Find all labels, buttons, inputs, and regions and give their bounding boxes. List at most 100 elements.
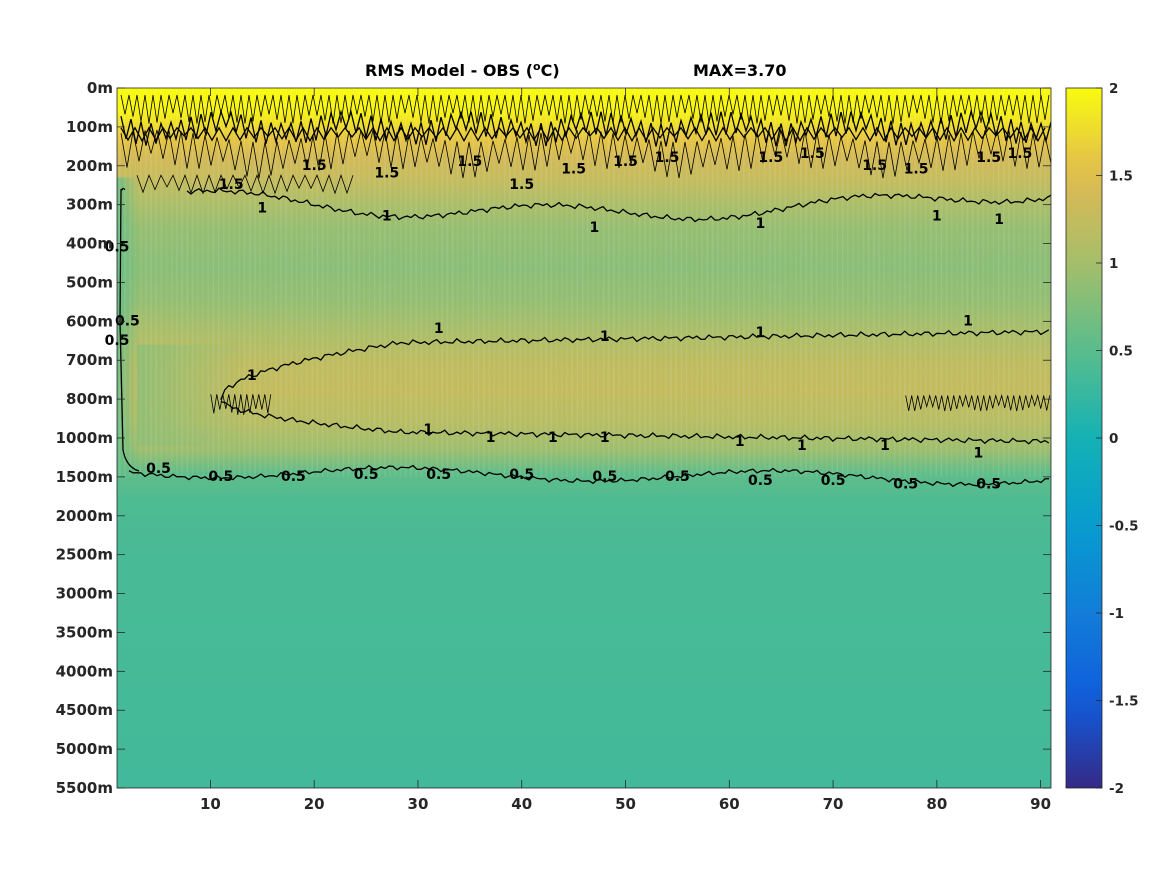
heatmap-streak	[426, 88, 428, 477]
heatmap-streak	[566, 88, 568, 477]
colorbar-tick-label: 0.5	[1109, 344, 1133, 360]
contour-label: 1.5	[613, 154, 638, 170]
contour-label: 0.5	[665, 469, 690, 485]
contour-label: 1	[382, 208, 392, 224]
heatmap-streak	[285, 88, 287, 477]
heatmap-streak	[337, 88, 339, 477]
contour-label: 1	[932, 208, 942, 224]
heatmap-streak	[254, 88, 256, 477]
colorbar-tick-label: -2	[1109, 781, 1124, 797]
contour-label: 0.5	[748, 473, 773, 489]
chart-title-main: RMS Model - OBS (	[365, 61, 533, 80]
y-tick-label: 100m	[66, 118, 113, 136]
heatmap-streak	[857, 88, 859, 477]
heatmap-streak	[587, 88, 589, 477]
contour-label: 1	[994, 212, 1004, 228]
contour-label: 1.5	[457, 154, 482, 170]
heatmap-streak	[509, 88, 511, 477]
contour-label: 0.5	[426, 467, 451, 483]
heatmap-streak	[150, 88, 152, 477]
colorbar-tick-label: -0.5	[1109, 519, 1139, 535]
x-tick-label: 30	[408, 795, 429, 813]
contour-label: 1	[590, 220, 600, 236]
contour-label: 1.5	[655, 150, 680, 166]
plot-area: 1.51.5 1.51.51.51.5 1.5 1.5 1.5 1.51.5 1.51.5 1…	[56, 79, 1052, 813]
x-tick-label: 40	[511, 795, 532, 813]
heatmap-streak	[733, 88, 735, 477]
heatmap-streak	[452, 88, 454, 477]
contour-label: 1.5	[219, 177, 244, 193]
heatmap-streak	[769, 88, 771, 477]
y-tick-label: 500m	[66, 273, 113, 291]
heatmap-streak	[577, 88, 579, 477]
heatmap-streak	[379, 88, 381, 477]
heatmap-streak	[311, 88, 313, 477]
heatmap-streak	[244, 88, 246, 477]
y-tick-label: 4000m	[56, 662, 113, 680]
heatmap-streak	[545, 88, 547, 477]
contour-label: 1	[756, 325, 766, 341]
heatmap-streak	[629, 88, 631, 477]
contour-label: 1	[880, 438, 890, 454]
heatmap-streak	[790, 88, 792, 477]
heatmap-streak	[421, 88, 423, 477]
heatmap-streak	[213, 88, 215, 477]
heatmap-streak	[670, 88, 672, 477]
heatmap-streak	[883, 88, 885, 477]
heatmap-streak	[623, 88, 625, 477]
heatmap-streak	[764, 88, 766, 477]
contour-label: 1	[797, 438, 807, 454]
heatmap-streak	[332, 88, 334, 477]
heatmap-streak	[155, 88, 157, 477]
heatmap-streak	[738, 88, 740, 477]
heatmap-streak	[447, 88, 449, 477]
contour-label: 0.5	[821, 473, 846, 489]
heatmap-streak	[608, 88, 610, 477]
y-tick-label: 3000m	[56, 585, 113, 603]
heatmap-streak	[691, 88, 693, 477]
y-tick-label: 400m	[66, 235, 113, 253]
heatmap-streak	[389, 88, 391, 477]
contour-label: 1	[600, 430, 610, 446]
y-tick-label: 4500m	[56, 701, 113, 719]
y-tick-label: 1000m	[56, 429, 113, 447]
heatmap-streak	[488, 88, 490, 477]
y-tick-label: 1500m	[56, 468, 113, 486]
heatmap-streak	[748, 88, 750, 477]
x-tick-label: 60	[719, 795, 740, 813]
colorbar-tick-label: -1.5	[1109, 694, 1139, 710]
contour-label: 0.5	[893, 477, 918, 493]
colorbar-tick-label: 0	[1109, 431, 1118, 447]
x-tick-label: 50	[615, 795, 636, 813]
contour-label: 1	[423, 422, 433, 438]
colorbar-tick-label: -1	[1109, 606, 1124, 622]
heatmap-streak	[478, 88, 480, 477]
x-tick-label: 90	[1030, 795, 1051, 813]
heatmap-streak	[873, 88, 875, 477]
heatmap-streak	[998, 88, 1000, 477]
heatmap-streak	[717, 88, 719, 477]
heatmap-streak	[405, 88, 407, 477]
heatmap-streak	[613, 88, 615, 477]
heatmap-streak	[348, 88, 350, 477]
heatmap-streak	[207, 88, 209, 477]
heatmap-streak	[909, 88, 911, 477]
y-tick-label: 800m	[66, 390, 113, 408]
heatmap-streak	[961, 88, 963, 477]
heatmap-streak	[977, 88, 979, 477]
colorbar-tick-label: 2	[1109, 81, 1118, 97]
heatmap-streak	[644, 88, 646, 477]
heatmap-streak	[837, 88, 839, 477]
heatmap-streak	[374, 88, 376, 477]
heatmap-streak	[249, 88, 251, 477]
heatmap-streak	[504, 88, 506, 477]
contour-label: 1.5	[758, 150, 783, 166]
heatmap-streak	[852, 88, 854, 477]
heatmap-streak	[878, 88, 880, 477]
heatmap-streak	[462, 88, 464, 477]
x-tick-label: 20	[304, 795, 325, 813]
heatmap-streak	[181, 88, 183, 477]
heatmap-streak	[519, 88, 521, 477]
heatmap-streak	[400, 88, 402, 477]
